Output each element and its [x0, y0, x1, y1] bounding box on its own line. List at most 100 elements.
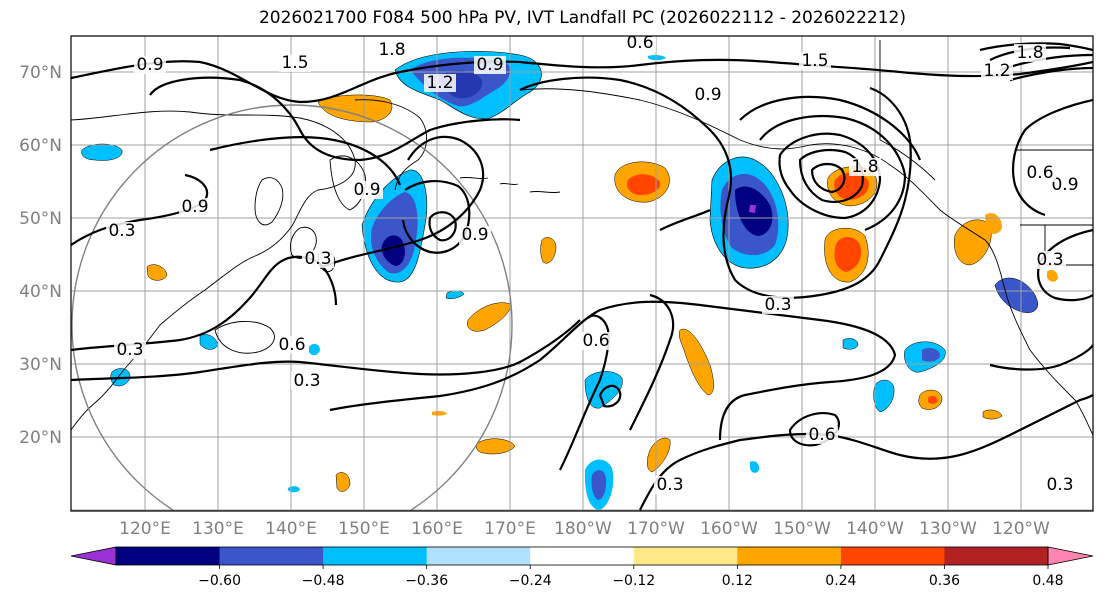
contour-label: 1.8 [378, 40, 405, 60]
contour-label: 1.8 [851, 157, 878, 177]
contour-label-bg [1049, 176, 1081, 194]
colorbar-extend-high [1047, 546, 1094, 566]
contour-label-bg [302, 250, 334, 268]
contour-label-bg [276, 336, 308, 354]
pos-anomaly [467, 302, 511, 332]
contour-label: 0.6 [582, 331, 609, 351]
neg-anomaly [591, 470, 607, 500]
lat-tick-label: 70°N [19, 63, 62, 83]
contour-label-bg [981, 62, 1013, 80]
contour-label: 0.6 [1026, 163, 1053, 183]
colorbar-tick-label: −0.24 [509, 573, 552, 589]
contour-label: 0.3 [108, 221, 135, 241]
contour-label-bg [114, 341, 146, 359]
map-frame [70, 35, 1094, 512]
pos-anomaly [335, 472, 351, 492]
pos-anomaly [834, 172, 869, 200]
contour-label: 0.9 [476, 55, 503, 75]
colorbar-segment [219, 547, 324, 565]
lon-tick-label: 170°E [484, 519, 536, 539]
contour-label: 0.3 [764, 295, 791, 315]
latitude-labels: 70°N 60°N 50°N 40°N 30°N 20°N [19, 63, 62, 448]
lat-tick-label: 20°N [19, 428, 62, 448]
lon-tick-label: 130°W [919, 519, 977, 539]
pos-anomaly [834, 237, 862, 272]
colorbar-tick-label: −0.36 [405, 573, 448, 589]
colorbar: −0.60 −0.48 −0.36 −0.24 −0.12 0.12 0.24 0.36 0.4… [70, 546, 1094, 589]
contour-label-bg [799, 52, 831, 70]
contour-label: 0.3 [656, 475, 683, 495]
contour-label: 0.9 [181, 197, 208, 217]
colorbar-segment [944, 547, 1049, 565]
contour-label-bg [134, 56, 166, 74]
contour-label: 0.3 [1046, 475, 1073, 495]
pos-anomaly [432, 410, 447, 416]
colorbar-segment [323, 547, 428, 565]
pos-anomaly [982, 409, 1003, 420]
contour-label-bg [179, 198, 211, 216]
contour-label: 0.9 [461, 225, 488, 245]
colorbar-tick-label: 0.12 [722, 573, 753, 589]
contour-label-bg [1044, 476, 1076, 494]
neg-anomaly [750, 461, 760, 473]
lat-tick-label: 60°N [19, 136, 62, 156]
neg-anomaly [309, 343, 320, 356]
colorbar-tick-label: −0.48 [302, 573, 345, 589]
neg-anomaly [994, 277, 1038, 313]
contour-label-bg [1034, 251, 1066, 269]
contour-label-bg [762, 296, 794, 314]
contour-label-bg [376, 41, 408, 59]
longitude-labels: 120°E 130°E 140°E 150°E 160°E 170°E 180°W 170°W… [119, 519, 1050, 539]
lon-tick-label: 120°E [119, 519, 171, 539]
contour-label: 0.6 [626, 33, 653, 53]
colorbar-segment [530, 547, 635, 565]
lat-tick-label: 40°N [19, 282, 62, 302]
contour-label-bg [849, 158, 881, 176]
lon-tick-label: 160°E [411, 519, 463, 539]
colorbar-segment [633, 547, 738, 565]
contour-label: 1.8 [1016, 43, 1043, 63]
contour-label-bg [624, 36, 656, 52]
colorbar-tick-label: −0.12 [612, 573, 655, 589]
colorbar-tick-label: 0.36 [929, 573, 960, 589]
contour-label-bg [474, 56, 506, 74]
pos-anomaly [476, 438, 516, 455]
contour-label-bg [106, 222, 138, 240]
map-title: 2026021700 F084 500 hPa PV, IVT Landfall… [258, 8, 906, 28]
contour-label: 0.3 [1036, 250, 1063, 270]
neg-anomaly [81, 143, 123, 161]
pos-anomaly [647, 437, 671, 473]
map-background [71, 36, 1093, 511]
gridlines [71, 36, 1093, 511]
contour-label: 0.9 [136, 55, 163, 75]
contour-label-bg [279, 54, 311, 72]
contour-label-bg [806, 426, 838, 444]
contour-label: 0.6 [278, 335, 305, 355]
contour-label: 0.9 [1051, 175, 1078, 195]
neg-anomaly [922, 348, 940, 362]
lon-tick-label: 150°E [338, 519, 390, 539]
lon-tick-label: 170°W [627, 519, 685, 539]
pv-contours [71, 42, 1093, 511]
colorbar-tick-label: −0.60 [198, 573, 241, 589]
contour-label: 0.6 [808, 425, 835, 445]
highlight-circle [71, 104, 513, 511]
neg-anomaly [842, 338, 859, 350]
lat-tick-label: 50°N [19, 209, 62, 229]
lon-tick-label: 150°W [773, 519, 831, 539]
contour-label: 0.3 [304, 249, 331, 269]
pos-anomaly [317, 94, 393, 123]
pos-anomaly [1047, 270, 1058, 282]
contour-label: 1.5 [281, 53, 308, 73]
contour-label-bg [692, 86, 724, 104]
colorbar-segment [840, 547, 945, 565]
pos-anomaly [954, 219, 992, 266]
lon-tick-label: 120°W [992, 519, 1050, 539]
contour-label: 0.9 [694, 85, 721, 105]
contour-label-bg [424, 74, 456, 92]
pos-anomaly [146, 264, 168, 281]
colorbar-tick-label: 0.24 [825, 573, 856, 589]
contour-label: 0.3 [116, 340, 143, 360]
colorbar-segment [116, 547, 221, 565]
lon-tick-label: 180°W [554, 519, 612, 539]
